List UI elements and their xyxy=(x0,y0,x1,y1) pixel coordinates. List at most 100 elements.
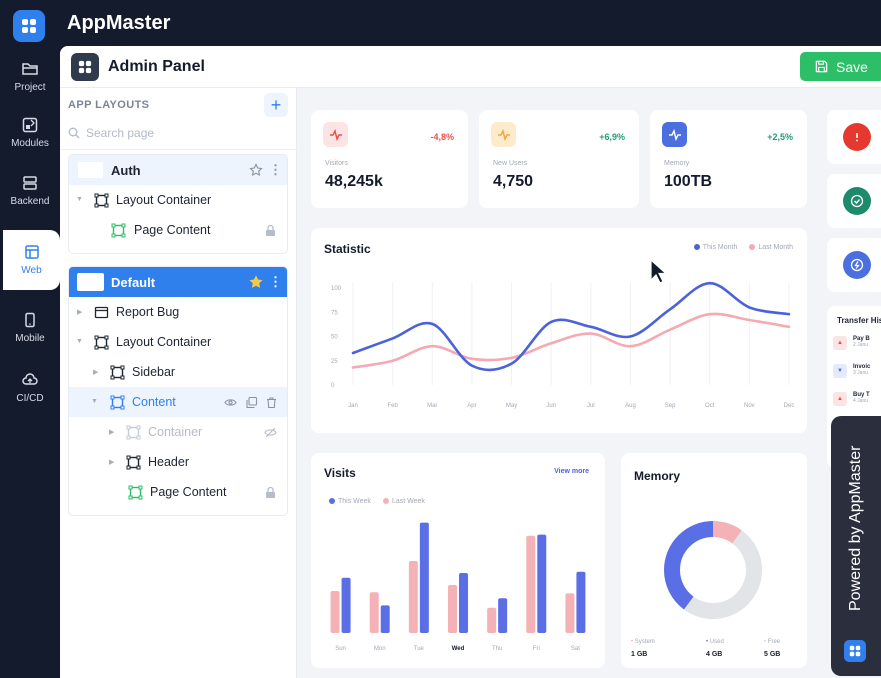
more-options-icon[interactable]: ⋮ xyxy=(269,162,282,177)
visits-bar-chart: Sun Mon Tue Wed Thu Fri Sat xyxy=(330,522,586,652)
bar-this-week xyxy=(498,598,508,633)
lock-icon xyxy=(266,224,275,236)
tree-row[interactable]: ▶ Sidebar xyxy=(69,357,287,387)
x-tick-label: Wed xyxy=(452,646,465,652)
add-layout-button[interactable]: + xyxy=(264,93,288,117)
x-tick-label: May xyxy=(506,403,517,409)
tree-row[interactable]: ▶ Header xyxy=(69,447,287,477)
transfer-name: Buy T xyxy=(853,392,870,398)
bar-this-week xyxy=(419,522,429,633)
trash-icon[interactable] xyxy=(265,396,278,409)
donut-slice-free xyxy=(664,521,762,619)
tree-row[interactable]: ▼ Layout Container xyxy=(69,327,287,357)
bar-last-week xyxy=(330,591,340,633)
rail-item-mobile[interactable]: Mobile xyxy=(0,300,60,356)
tree-row[interactable]: Page Content xyxy=(69,215,287,245)
layout-group-header[interactable]: Default ⋮ xyxy=(69,267,287,297)
tree-row-label: Container xyxy=(148,425,203,439)
statistic-line-chart: Jan Feb Mar Apr May Jun Jul Aug Sep Oct Nov Dec 100 7… xyxy=(331,281,794,409)
pulse-icon xyxy=(662,122,687,147)
powered-by-text: Powered by AppMaster xyxy=(847,445,864,611)
copy-icon[interactable] xyxy=(245,396,258,409)
rail-item-modules[interactable]: Modules xyxy=(0,105,60,161)
legend-value: 1 GB xyxy=(631,651,648,658)
x-tick-label: Sat xyxy=(571,646,580,652)
layout-container-icon xyxy=(94,193,109,208)
folder-icon xyxy=(22,63,38,75)
stat-label: Memory xyxy=(664,160,690,167)
chart-title: Visits xyxy=(324,466,356,480)
x-tick-label: Sep xyxy=(665,403,676,409)
appmaster-logo-icon[interactable] xyxy=(13,10,45,42)
transfer-name: Invoic xyxy=(853,364,871,370)
tree-row[interactable]: ▼ Layout Container xyxy=(69,185,287,215)
search-page-input[interactable] xyxy=(86,126,266,140)
stat-value: 4,750 xyxy=(493,173,534,190)
admin-panel-window: Admin Panel Save APP LAYOUTS + Auth ⋮ ▼ xyxy=(60,46,881,678)
x-tick-label: Tue xyxy=(414,646,425,652)
mouse-cursor-icon xyxy=(650,258,668,284)
view-more-link[interactable]: View more xyxy=(554,468,589,475)
lightning-icon xyxy=(843,251,871,279)
powered-by-badge[interactable]: Powered by AppMaster xyxy=(831,416,881,676)
chart-title: Statistic xyxy=(324,242,371,256)
eye-icon[interactable] xyxy=(224,396,237,409)
divider xyxy=(60,149,297,150)
header-block-icon xyxy=(126,455,141,470)
tree-row-hidden[interactable]: ▶ Container xyxy=(69,417,287,447)
caret-down-icon[interactable]: ▼ xyxy=(76,196,83,203)
rail-item-web[interactable]: Web xyxy=(3,230,60,290)
y-tick-label: 0 xyxy=(331,383,335,389)
mobile-icon xyxy=(25,312,35,328)
save-button-label: Save xyxy=(836,58,868,75)
rail-item-backend[interactable]: Backend xyxy=(0,163,60,219)
star-filled-icon[interactable] xyxy=(249,275,263,289)
layout-group-header[interactable]: Auth ⋮ xyxy=(69,155,287,185)
statistic-card: Statistic This Month Last Month Jan Feb Ma… xyxy=(311,228,807,433)
star-icon[interactable] xyxy=(249,163,263,177)
rail-item-ci-cd[interactable]: CI/CD xyxy=(0,360,60,416)
tree-row-label: Layout Container xyxy=(116,335,212,349)
legend-label: System xyxy=(634,639,655,645)
rail-item-project[interactable]: Project xyxy=(0,49,60,105)
caret-right-icon[interactable]: ▶ xyxy=(93,369,99,376)
series-line-this-month xyxy=(351,281,791,372)
caret-right-icon[interactable]: ▶ xyxy=(77,309,83,316)
tree-row-label: Content xyxy=(132,395,176,409)
tree-row[interactable]: ▶ Report Bug xyxy=(69,297,287,327)
bar-last-week xyxy=(408,561,418,633)
memory-legend-item: • Used 4 GB xyxy=(706,639,746,658)
pulse-icon xyxy=(323,122,348,147)
save-button[interactable]: Save xyxy=(800,52,881,81)
tree-row-selected[interactable]: ▼ Content xyxy=(69,387,287,417)
panel-title: APP LAYOUTS xyxy=(68,99,150,111)
x-tick-label: Apr xyxy=(467,403,476,409)
series-line-last-month xyxy=(351,312,791,369)
alert-icon xyxy=(843,123,871,151)
eye-off-icon[interactable] xyxy=(264,426,277,439)
check-circle-icon xyxy=(843,187,871,215)
stat-change: +2,5% xyxy=(767,132,793,142)
memory-legend-item: • System 1 GB xyxy=(631,639,671,658)
caret-down-icon[interactable]: ▼ xyxy=(91,398,98,405)
x-tick-label: Fri xyxy=(533,646,540,652)
arrow-down-icon: ▼ xyxy=(833,364,847,378)
tree-row[interactable]: Page Content xyxy=(69,477,287,507)
app-layouts-panel: APP LAYOUTS + Auth ⋮ ▼ Layout Container … xyxy=(60,88,297,678)
legend-label: Last Week xyxy=(391,498,425,505)
window-header: Admin Panel Save xyxy=(60,46,881,88)
caret-right-icon[interactable]: ▶ xyxy=(109,429,115,436)
save-icon xyxy=(815,60,828,73)
sidebar-block-icon xyxy=(110,365,125,380)
bar-this-week xyxy=(341,577,351,633)
tree-row-label: Page Content xyxy=(150,485,227,499)
pulse-icon xyxy=(491,122,516,147)
caret-down-icon[interactable]: ▼ xyxy=(76,338,83,345)
page-content-icon xyxy=(128,485,143,500)
more-options-icon[interactable]: ⋮ xyxy=(269,274,282,289)
appmaster-logo-icon xyxy=(844,640,866,662)
caret-right-icon[interactable]: ▶ xyxy=(109,459,115,466)
bar-last-week xyxy=(565,593,575,633)
chart-legend: This Month Last Month xyxy=(693,244,793,251)
